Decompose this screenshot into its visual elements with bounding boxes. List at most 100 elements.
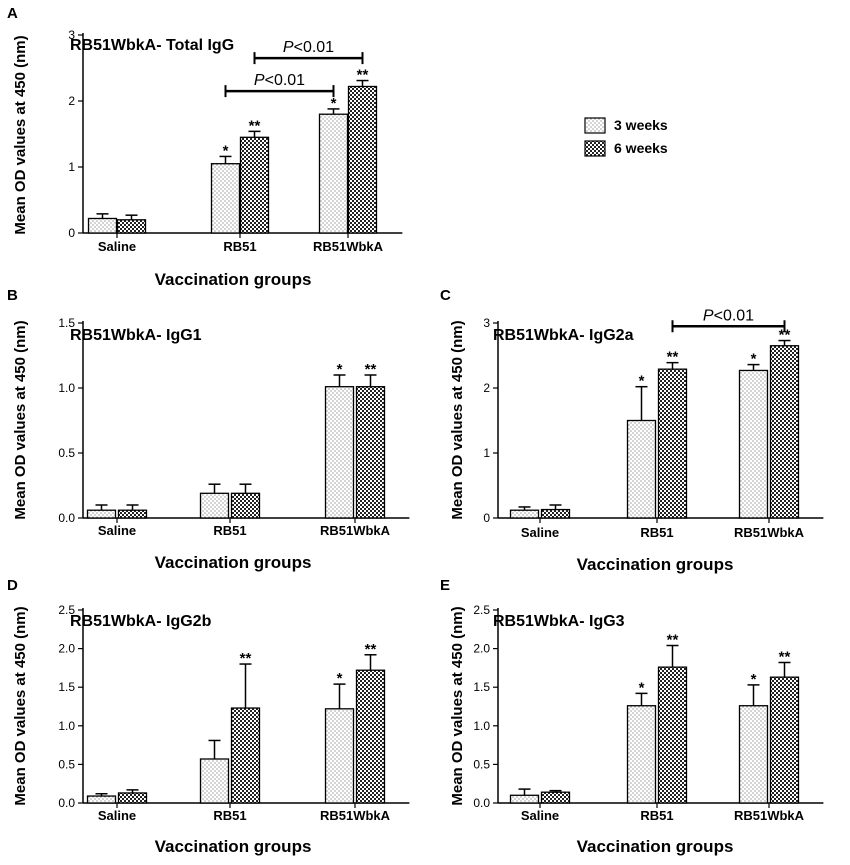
bar-3-weeks [318,113,349,234]
p-value-italic: P [283,39,294,56]
x-tick-label: RB51WbkA [734,808,805,823]
x-tick-label: RB51 [640,808,673,823]
x-tick-label: RB51 [223,239,256,254]
y-tick-label: 2.5 [473,603,490,617]
legend: 3 weeks 6 weeks [584,117,668,157]
x-tick-label: RB51 [213,808,246,823]
bar-6-weeks [769,345,800,519]
bar-6-weeks [769,676,800,804]
significance-mark: * [751,671,757,688]
bar-6-weeks [355,386,386,519]
x-tick-label: Saline [521,808,559,823]
chart-panel-b: B 0.0 0.5 1.0 1.5 Saline RB51 RB51WbkA Vaccinati… [7,287,410,572]
bar-3-weeks [324,708,355,804]
p-value-rest: <0.01 [714,307,755,324]
y-tick-label: 0.5 [58,757,75,771]
significance-mark: ** [357,67,369,84]
y-tick-label: 1.5 [58,680,75,694]
significance-mark: ** [365,641,377,658]
y-tick-label: 1.0 [58,719,75,733]
x-tick-label: RB51WbkA [320,523,391,538]
y-tick-label: 1.0 [58,381,75,395]
bar-6-weeks [117,509,148,519]
chart-title: RB51WbkA- Total IgG [70,37,234,54]
y-tick-label: 0 [68,226,75,240]
y-tick-label: 3 [483,316,490,330]
x-tick-label: Saline [98,808,136,823]
y-tick-label: 2.0 [473,642,490,656]
bar-6-weeks [657,666,688,804]
significance-mark: ** [249,117,261,134]
x-tick-label: RB51WbkA [734,525,805,540]
y-tick-label: 2 [68,94,75,108]
y-tick-label: 3 [68,28,75,42]
bar-6-weeks [657,368,688,519]
y-tick-label: 0.0 [58,511,75,525]
significance-mark: * [337,670,343,687]
y-axis-title: Mean OD values at 450 (nm) [449,320,466,519]
bar-3-weeks [626,705,657,804]
bar-3-weeks [86,509,117,519]
bar-6-weeks [116,219,147,234]
significance-mark: * [337,361,343,378]
significance-mark: * [639,373,645,390]
chart-panel-e: E 0.0 0.5 1.0 1.5 2.0 2.5 Saline RB51 RB51WbkAVac… [440,577,824,856]
bar-3-weeks [626,419,657,519]
significance-mark: * [331,95,337,112]
y-tick-label: 0.5 [58,446,75,460]
bar-3-weeks [509,794,540,804]
chart-title: RB51WbkA- IgG2a [493,327,634,344]
bar-6-weeks [540,791,571,804]
x-tick-label: RB51 [640,525,673,540]
legend-swatch-3-weeks [584,117,606,134]
legend-swatch-6-weeks [584,140,606,157]
chart-title: RB51WbkA- IgG2b [70,613,212,630]
x-axis-title: Vaccination groups [577,837,734,856]
bar-6-weeks [117,792,148,804]
significance-mark: ** [667,632,679,649]
p-value-italic: P [254,72,265,89]
bar-6-weeks [230,492,261,519]
x-tick-label: Saline [98,523,136,538]
y-tick-label: 2 [483,381,490,395]
y-tick-label: 1.5 [58,316,75,330]
bar-3-weeks [87,217,118,234]
y-tick-label: 1.5 [473,680,490,694]
panel-letter: B [7,287,18,304]
bar-6-weeks [540,508,571,519]
bar-6-weeks [230,707,261,804]
bar-6-weeks [239,136,270,234]
panel-letter: A [7,5,18,22]
p-value-rest: <0.01 [294,39,335,56]
panel-letter: D [7,577,18,594]
chart-title: RB51WbkA- IgG3 [493,613,625,630]
x-tick-label: Saline [98,239,136,254]
bar-3-weeks [199,758,230,804]
chart-panel-d: D 0.0 0.5 1.0 1.5 2.0 2.5 Saline RB51 RB51WbkA Vac… [7,577,410,856]
bar-6-weeks [355,669,386,804]
x-axis-title: Vaccination groups [155,553,312,572]
significance-mark: * [751,351,757,368]
y-tick-label: 0 [483,511,490,525]
significance-mark: ** [667,349,679,366]
bar-3-weeks [210,163,241,234]
y-tick-label: 2.0 [58,642,75,656]
p-value-rest: <0.01 [265,72,306,89]
panel-letter: E [440,577,450,594]
bar-3-weeks [199,492,230,519]
bar-6-weeks [347,85,378,234]
y-tick-label: 1 [483,446,490,460]
y-tick-label: 2.5 [58,603,75,617]
bar-3-weeks [509,509,540,519]
p-value-label: P<0.01 [703,307,754,324]
x-axis-title: Vaccination groups [155,270,312,289]
significance-mark: ** [365,361,377,378]
p-value-label: P<0.01 [283,39,334,56]
significance-mark: ** [779,327,791,344]
x-axis-title: Vaccination groups [155,837,312,856]
y-tick-label: 0.0 [473,796,490,810]
y-axis-title: Mean OD values at 450 (nm) [12,320,29,519]
